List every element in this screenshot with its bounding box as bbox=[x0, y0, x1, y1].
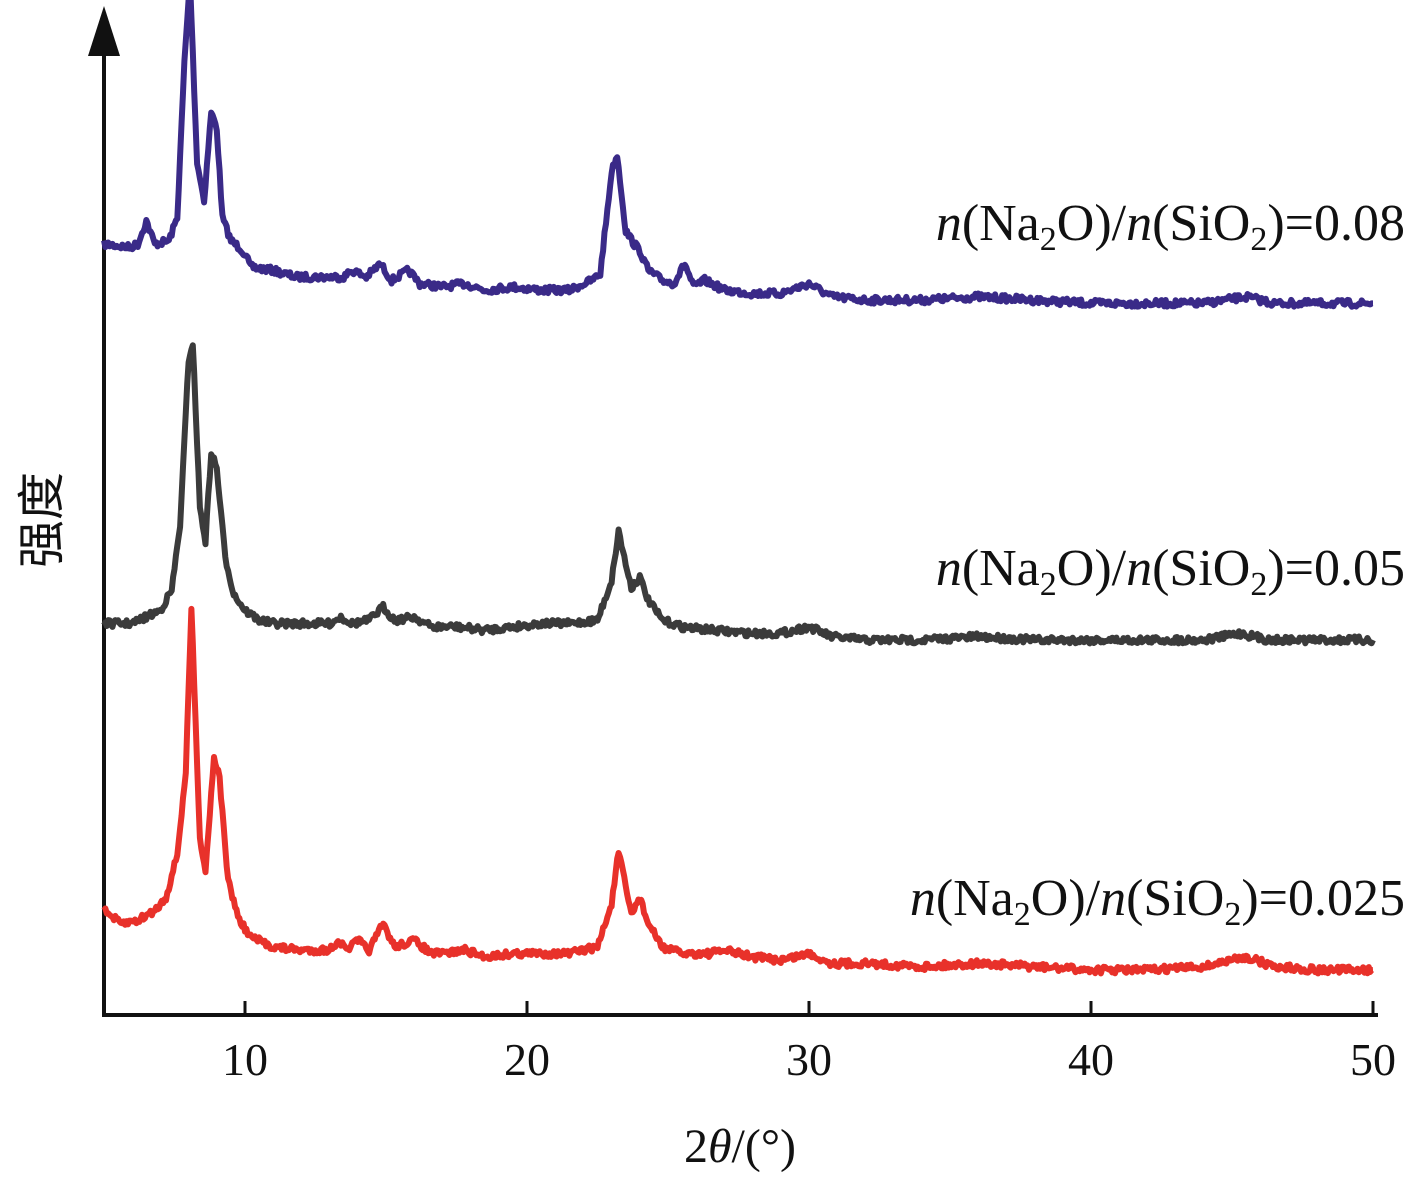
series-label-part: n bbox=[910, 870, 936, 927]
series-label-part: 2 bbox=[1014, 896, 1031, 933]
y-axis-arrow-icon bbox=[88, 6, 120, 56]
series-label-part: O)/ bbox=[1031, 870, 1101, 927]
x-tick-label: 10 bbox=[222, 1034, 268, 1085]
series-label-part: n bbox=[1126, 195, 1152, 252]
series-label-part: (SiO bbox=[1152, 195, 1250, 252]
series-label-part: )=0.025 bbox=[1241, 870, 1405, 927]
series-line-2 bbox=[101, 605, 1375, 977]
series-label-0: n(Na2O)/n(SiO2)=0.08 bbox=[936, 195, 1405, 258]
series-label-part: 2 bbox=[1040, 221, 1057, 258]
series-label-part: n bbox=[1126, 540, 1152, 597]
x-tick-label: 30 bbox=[786, 1034, 832, 1085]
y-axis-title: 强度 bbox=[16, 472, 69, 568]
series-layer bbox=[101, 0, 1376, 977]
series-label-part: n bbox=[936, 540, 962, 597]
series-label-part: n bbox=[1100, 870, 1126, 927]
series-label-part: (Na bbox=[962, 540, 1040, 597]
x-tick-label: 50 bbox=[1350, 1034, 1396, 1085]
x-ticks: 10 20 30 40 50 bbox=[222, 1001, 1396, 1085]
x-axis-title: 2θ/(°) bbox=[684, 1120, 796, 1173]
series-label-part: (SiO bbox=[1126, 870, 1224, 927]
series-label-part: n bbox=[936, 195, 962, 252]
series-label-part: (SiO bbox=[1152, 540, 1250, 597]
x-axis-title-suffix: /(°) bbox=[732, 1120, 797, 1173]
series-label-part: )=0.08 bbox=[1267, 195, 1405, 252]
series-label-part: 2 bbox=[1250, 221, 1267, 258]
series-line-1 bbox=[101, 342, 1376, 647]
x-tick-label: 20 bbox=[504, 1034, 550, 1085]
series-label-1: n(Na2O)/n(SiO2)=0.05 bbox=[936, 540, 1405, 603]
x-axis-title-theta: θ bbox=[708, 1120, 732, 1173]
series-label-part: O)/ bbox=[1057, 195, 1127, 252]
series-line-0 bbox=[101, 0, 1375, 310]
series-label-part: 2 bbox=[1040, 566, 1057, 603]
series-label-part: )=0.05 bbox=[1267, 540, 1405, 597]
series-label-part: (Na bbox=[936, 870, 1014, 927]
series-label-2: n(Na2O)/n(SiO2)=0.025 bbox=[910, 870, 1405, 933]
series-label-part: (Na bbox=[962, 195, 1040, 252]
series-label-part: 2 bbox=[1224, 896, 1241, 933]
x-tick-label: 40 bbox=[1068, 1034, 1114, 1085]
series-labels: n(Na2O)/n(SiO2)=0.08n(Na2O)/n(SiO2)=0.05… bbox=[910, 195, 1405, 933]
series-label-part: O)/ bbox=[1057, 540, 1127, 597]
series-label-part: 2 bbox=[1250, 566, 1267, 603]
x-axis-title-prefix: 2 bbox=[684, 1120, 708, 1173]
